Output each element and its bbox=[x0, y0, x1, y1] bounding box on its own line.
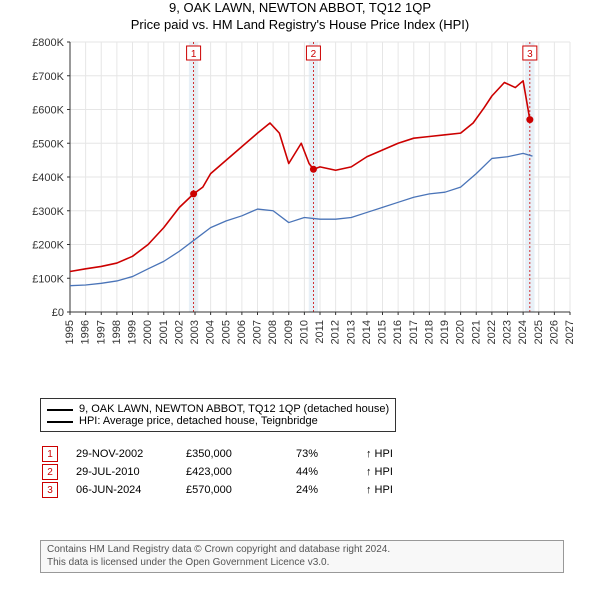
svg-text:2015: 2015 bbox=[377, 320, 389, 344]
event-price: £570,000 bbox=[186, 484, 296, 496]
svg-text:2020: 2020 bbox=[455, 320, 467, 344]
disclaimer-box: Contains HM Land Registry data © Crown c… bbox=[40, 540, 564, 573]
svg-text:2013: 2013 bbox=[345, 320, 357, 344]
svg-text:£100K: £100K bbox=[32, 273, 64, 285]
event-date: 29-JUL-2010 bbox=[76, 466, 186, 478]
legend-row: HPI: Average price, detached house, Teig… bbox=[47, 415, 389, 427]
events-table: 129-NOV-2002£350,00073%↑ HPI229-JUL-2010… bbox=[0, 444, 600, 498]
legend-label: 9, OAK LAWN, NEWTON ABBOT, TQ12 1QP (det… bbox=[79, 403, 389, 415]
event-row: 2 29-JUL-2010£423,00044%↑ HPI bbox=[42, 464, 600, 480]
svg-text:£700K: £700K bbox=[32, 71, 64, 83]
svg-text:2018: 2018 bbox=[423, 320, 435, 344]
page-subtitle: Price paid vs. HM Land Registry's House … bbox=[0, 17, 600, 32]
svg-text:2026: 2026 bbox=[548, 320, 560, 344]
svg-text:2017: 2017 bbox=[408, 320, 420, 344]
event-badge: 2 bbox=[42, 464, 58, 480]
event-date: 29-NOV-2002 bbox=[76, 448, 186, 460]
event-badge: 3 bbox=[42, 482, 58, 498]
event-date: 06-JUN-2024 bbox=[76, 484, 186, 496]
event-row: 1 29-NOV-2002£350,00073%↑ HPI bbox=[42, 446, 600, 462]
svg-text:1996: 1996 bbox=[80, 320, 92, 344]
svg-text:2012: 2012 bbox=[330, 320, 342, 344]
svg-text:2019: 2019 bbox=[439, 320, 451, 344]
svg-text:2: 2 bbox=[311, 49, 317, 60]
svg-text:2022: 2022 bbox=[486, 320, 498, 344]
svg-text:2027: 2027 bbox=[564, 320, 576, 344]
svg-text:£300K: £300K bbox=[32, 206, 64, 218]
svg-text:2024: 2024 bbox=[517, 320, 529, 344]
chart-legend: 9, OAK LAWN, NEWTON ABBOT, TQ12 1QP (det… bbox=[40, 398, 396, 432]
svg-text:1998: 1998 bbox=[111, 320, 123, 344]
svg-text:2025: 2025 bbox=[533, 320, 545, 344]
svg-text:2016: 2016 bbox=[392, 320, 404, 344]
svg-text:2008: 2008 bbox=[267, 320, 279, 344]
svg-text:2003: 2003 bbox=[189, 320, 201, 344]
svg-text:£200K: £200K bbox=[32, 240, 64, 252]
event-pct: 44% bbox=[296, 466, 366, 478]
disclaimer-line: Contains HM Land Registry data © Crown c… bbox=[47, 544, 557, 557]
svg-text:2010: 2010 bbox=[298, 320, 310, 344]
svg-text:£500K: £500K bbox=[32, 138, 64, 150]
legend-row: 9, OAK LAWN, NEWTON ABBOT, TQ12 1QP (det… bbox=[47, 403, 389, 415]
event-arrow: ↑ HPI bbox=[366, 466, 393, 478]
event-pct: 73% bbox=[296, 448, 366, 460]
event-pct: 24% bbox=[296, 484, 366, 496]
svg-text:£600K: £600K bbox=[32, 105, 64, 117]
disclaimer-line: This data is licensed under the Open Gov… bbox=[47, 557, 557, 570]
svg-text:2007: 2007 bbox=[252, 320, 264, 344]
svg-text:2009: 2009 bbox=[283, 320, 295, 344]
svg-text:2021: 2021 bbox=[470, 320, 482, 344]
legend-label: HPI: Average price, detached house, Teig… bbox=[79, 415, 318, 427]
svg-text:£800K: £800K bbox=[32, 37, 64, 49]
svg-text:1999: 1999 bbox=[127, 320, 139, 344]
svg-text:£400K: £400K bbox=[32, 172, 64, 184]
event-price: £423,000 bbox=[186, 466, 296, 478]
svg-text:1997: 1997 bbox=[95, 320, 107, 344]
svg-text:2011: 2011 bbox=[314, 320, 326, 344]
event-arrow: ↑ HPI bbox=[366, 448, 393, 460]
svg-text:2006: 2006 bbox=[236, 320, 248, 344]
svg-text:1995: 1995 bbox=[64, 320, 76, 344]
event-badge: 1 bbox=[42, 446, 58, 462]
event-arrow: ↑ HPI bbox=[366, 484, 393, 496]
event-price: £350,000 bbox=[186, 448, 296, 460]
svg-text:2001: 2001 bbox=[158, 320, 170, 344]
page-title: 9, OAK LAWN, NEWTON ABBOT, TQ12 1QP bbox=[0, 0, 600, 15]
svg-text:2004: 2004 bbox=[205, 320, 217, 344]
svg-text:2005: 2005 bbox=[220, 320, 232, 344]
price-chart: 1 2 3 £0 £100K £200K £300K £400K £500K £600K £700K… bbox=[20, 32, 580, 372]
svg-text:2014: 2014 bbox=[361, 320, 373, 344]
svg-text:2002: 2002 bbox=[173, 320, 185, 344]
svg-text:2000: 2000 bbox=[142, 320, 154, 344]
svg-text:3: 3 bbox=[527, 49, 533, 60]
event-row: 3 06-JUN-2024£570,00024%↑ HPI bbox=[42, 482, 600, 498]
svg-text:£0: £0 bbox=[52, 307, 64, 319]
svg-text:2023: 2023 bbox=[502, 320, 514, 344]
svg-text:1: 1 bbox=[191, 49, 197, 60]
